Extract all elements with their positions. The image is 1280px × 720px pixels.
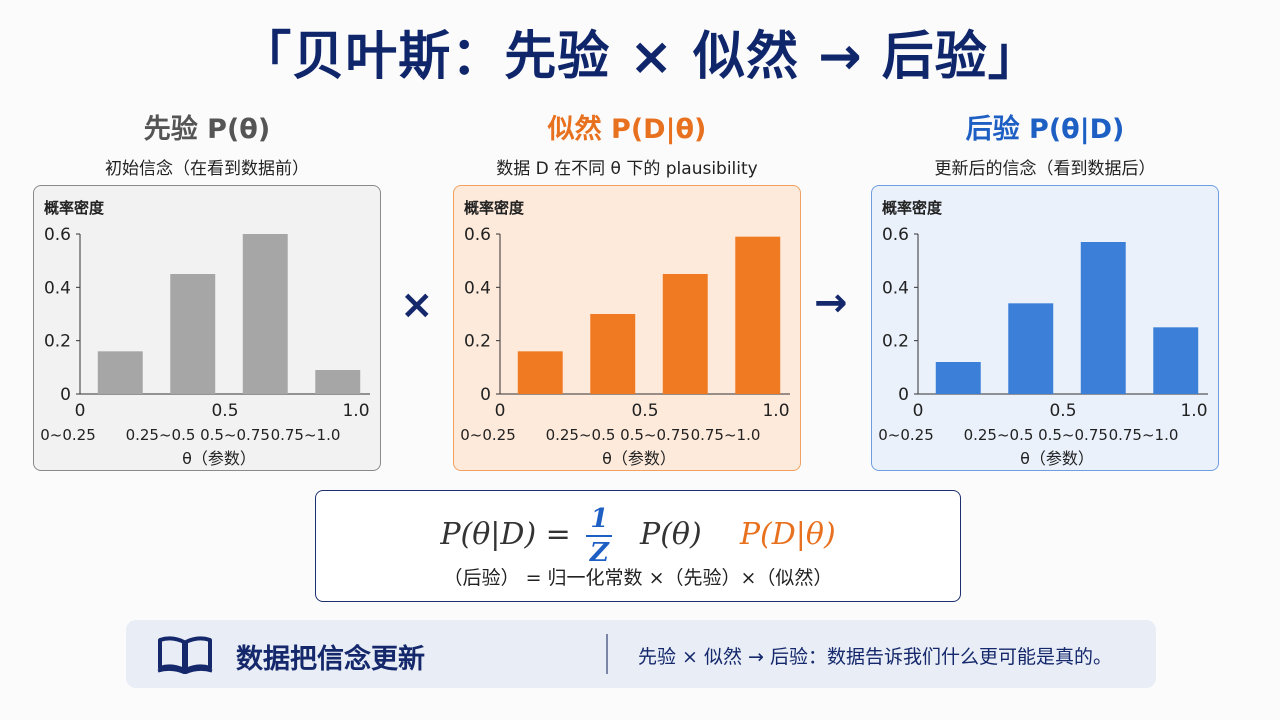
y-tick-label: 0 bbox=[898, 385, 909, 405]
prior-title: 先验 P(θ) bbox=[143, 114, 271, 145]
x-tick-label: 0.5 bbox=[1049, 401, 1076, 421]
formula-box: P(θ|D) = 1 Z P(θ) P(D|θ) （后验） = 归一化常数 ×（… bbox=[315, 490, 961, 602]
formula-lhs: P(θ|D) = bbox=[440, 517, 571, 552]
posterior-title: 后验 P(θ|D) bbox=[965, 114, 1125, 145]
category-label: 0.25~0.5 bbox=[126, 426, 196, 444]
bayes-formula: P(θ|D) = 1 Z P(θ) P(D|θ) bbox=[316, 503, 960, 569]
category-label: 0.75~1.0 bbox=[1109, 426, 1179, 444]
x-tick-label: 1.0 bbox=[1180, 401, 1207, 421]
likelihood-header: 似然 P(D|θ) 数据 D 在不同 θ 下的 plausibility bbox=[447, 107, 807, 179]
likelihood-chart-panel: 概率密度 0.6 0.4 0.2 0 0 0.5 1.0 0~0.25 0.25~0.5 0.5~0… bbox=[453, 185, 801, 471]
y-tick-label: 0.4 bbox=[464, 278, 491, 298]
y-tick-label: 0.4 bbox=[44, 278, 71, 298]
x-tick-label: 0 bbox=[495, 401, 506, 421]
y-axis-label: 概率密度 bbox=[44, 199, 105, 217]
x-axis-label: θ（参数） bbox=[182, 449, 256, 468]
bar bbox=[242, 234, 288, 394]
bar bbox=[315, 370, 361, 394]
category-label: 0.5~0.75 bbox=[200, 426, 270, 444]
y-tick-label: 0.6 bbox=[44, 225, 71, 245]
category-label: 0.75~1.0 bbox=[691, 426, 761, 444]
x-tick-label: 1.0 bbox=[342, 401, 369, 421]
bar bbox=[590, 314, 636, 394]
x-tick-label: 0.5 bbox=[631, 401, 658, 421]
y-tick-label: 0.2 bbox=[44, 332, 71, 352]
y-tick-label: 0.2 bbox=[882, 332, 909, 352]
formula-caption: （后验） = 归一化常数 ×（先验）×（似然） bbox=[443, 567, 833, 589]
bar bbox=[662, 274, 708, 394]
x-tick-label: 0.5 bbox=[211, 401, 238, 421]
posterior-subtitle: 更新后的信念（看到数据后） bbox=[934, 159, 1156, 179]
x-axis-label: θ（参数） bbox=[1020, 449, 1094, 468]
banner-text: 先验 × 似然 → 后验：数据告诉我们什么更可能是真的。 bbox=[638, 646, 1112, 668]
likelihood-subtitle: 数据 D 在不同 θ 下的 plausibility bbox=[496, 159, 758, 179]
category-label: 0.5~0.75 bbox=[1038, 426, 1108, 444]
category-label: 0.25~0.5 bbox=[546, 426, 616, 444]
category-label: 0~0.25 bbox=[878, 426, 934, 444]
summary-banner: 数据把信念更新 先验 × 似然 → 后验：数据告诉我们什么更可能是真的。 bbox=[126, 620, 1156, 688]
y-tick-label: 0.6 bbox=[464, 225, 491, 245]
formula-prior-term: P(θ) bbox=[640, 517, 702, 552]
prior-chart: 概率密度 0.6 0.4 0.2 00 0.5 1.0 0~0.25 0.25~0.5 0.5~0… bbox=[40, 199, 370, 468]
prior-header: 先验 P(θ) 初始信念（在看到数据前） bbox=[27, 107, 387, 179]
bar bbox=[517, 351, 563, 394]
bar bbox=[1080, 242, 1126, 394]
category-label: 0.75~1.0 bbox=[271, 426, 341, 444]
bar bbox=[735, 236, 781, 394]
arrow-operator: → bbox=[814, 280, 848, 326]
bar bbox=[170, 274, 216, 394]
formula-likelihood-term: P(D|θ) bbox=[739, 517, 836, 552]
banner-divider bbox=[606, 634, 608, 674]
fraction-numerator: 1 bbox=[586, 503, 613, 537]
fraction-denominator: Z bbox=[589, 538, 609, 568]
bar bbox=[1008, 303, 1054, 394]
bar bbox=[935, 362, 981, 394]
normalizer-fraction: 1 Z bbox=[586, 503, 613, 569]
banner-title: 数据把信念更新 bbox=[236, 644, 425, 675]
x-tick-label: 0 bbox=[75, 401, 86, 421]
times-operator: × bbox=[400, 282, 434, 328]
y-tick-label: 0 bbox=[480, 385, 491, 405]
likelihood-title: 似然 P(D|θ) bbox=[547, 114, 707, 145]
x-axis-label: θ（参数） bbox=[602, 449, 676, 468]
prior-subtitle: 初始信念（在看到数据前） bbox=[105, 159, 309, 179]
open-book-icon bbox=[157, 636, 213, 674]
page-title: 「贝叶斯：先验 × 似然 → 后验」 bbox=[239, 27, 1041, 87]
category-label: 0.5~0.75 bbox=[620, 426, 690, 444]
posterior-chart-panel: 概率密度 0.6 0.4 0.2 0 0 0.5 1.0 0~0.25 0.25~0.5 0.5~0… bbox=[871, 185, 1219, 471]
category-label: 0~0.25 bbox=[40, 426, 96, 444]
y-tick-label: 0.6 bbox=[882, 225, 909, 245]
bar bbox=[1153, 327, 1199, 394]
y-axis-label: 概率密度 bbox=[464, 199, 525, 217]
y-tick-label: 0.2 bbox=[464, 332, 491, 352]
posterior-chart: 概率密度 0.6 0.4 0.2 00 0.5 1.0 0~0.25 0.25~0.5 0.5~0… bbox=[878, 199, 1208, 468]
y-tick-label: 0 bbox=[60, 385, 71, 405]
prior-chart-panel: 概率密度 0.6 0.4 0.2 0 0 0.5 1.0 0~0.25 0.25~0.5 0.5~0… bbox=[33, 185, 381, 471]
x-tick-label: 1.0 bbox=[762, 401, 789, 421]
posterior-header: 后验 P(θ|D) 更新后的信念（看到数据后） bbox=[865, 107, 1225, 179]
y-axis-label: 概率密度 bbox=[882, 199, 943, 217]
y-tick-label: 0.4 bbox=[882, 278, 909, 298]
likelihood-chart: 概率密度 0.6 0.4 0.2 00 0.5 1.0 0~0.25 0.25~0.5 0.5~0… bbox=[460, 199, 790, 468]
category-label: 0~0.25 bbox=[460, 426, 516, 444]
x-tick-label: 0 bbox=[913, 401, 924, 421]
bar bbox=[97, 351, 143, 394]
category-label: 0.25~0.5 bbox=[964, 426, 1034, 444]
